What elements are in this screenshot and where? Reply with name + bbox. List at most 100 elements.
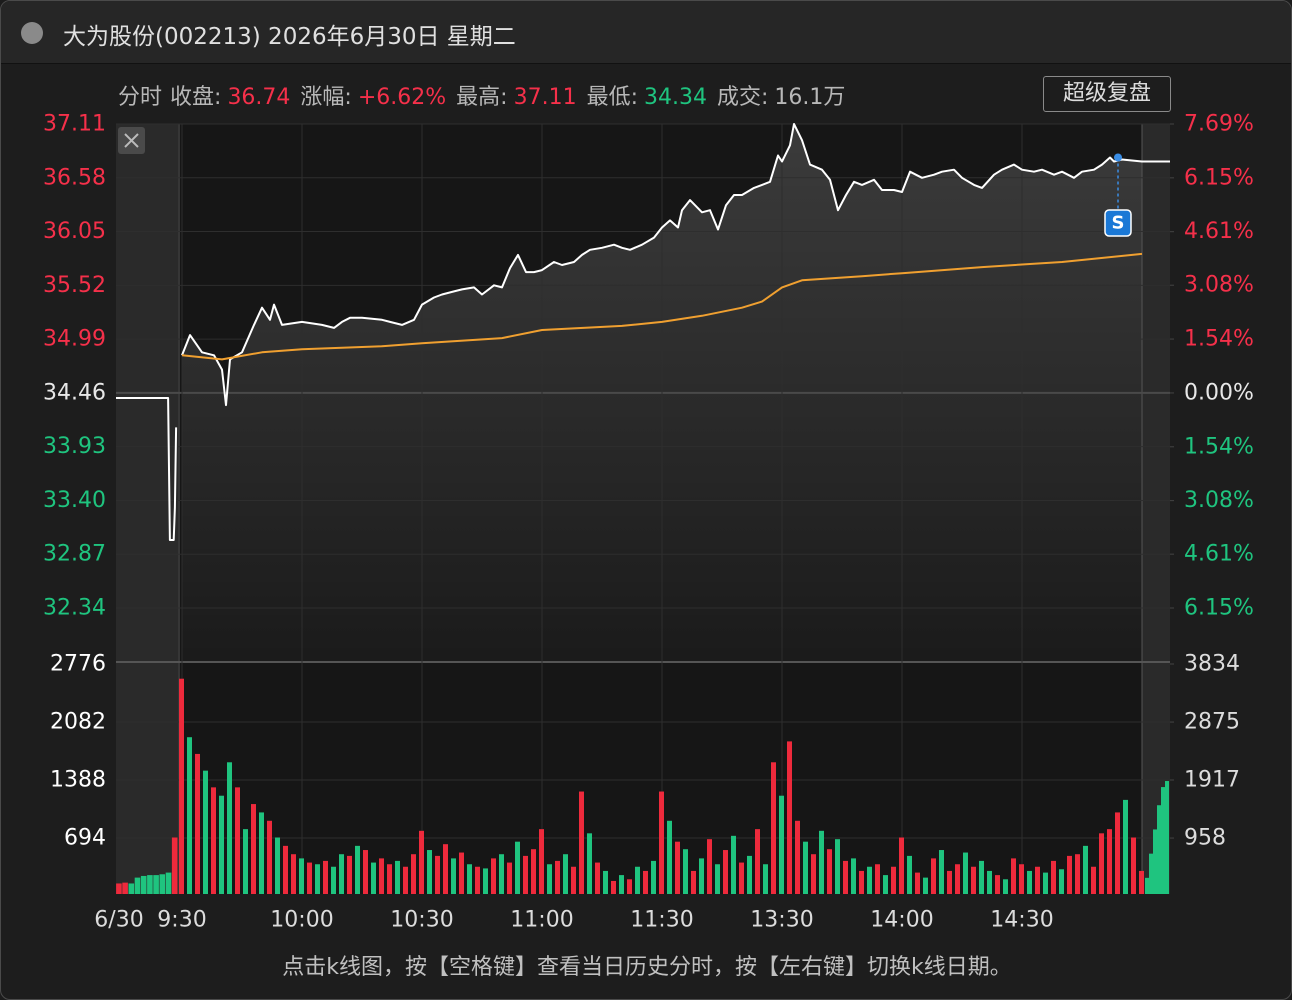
volume-bar [459, 852, 464, 895]
window-title: 大为股份(002213) 2026年6月30日 星期二 [63, 24, 516, 50]
volume-bar [651, 860, 656, 895]
volume-bar [907, 855, 912, 895]
volume-bar [803, 841, 808, 895]
volume-bar [659, 791, 664, 895]
volume-y2-tick-label: 2875 [1184, 710, 1240, 735]
volume-bar [1035, 866, 1040, 895]
volume-bar [1091, 866, 1096, 895]
volume-bar [747, 855, 752, 895]
volume-bar [291, 854, 296, 895]
volume-bar [515, 841, 520, 895]
info-value: 16.1万 [774, 85, 846, 110]
auction-volume-bar [147, 875, 153, 894]
volume-bar [283, 845, 288, 895]
volume-bar [627, 879, 632, 895]
y2-tick-label: 4.61% [1184, 219, 1254, 244]
volume-bar [939, 850, 944, 895]
after-volume-bar [1145, 877, 1149, 894]
volume-bar [971, 866, 976, 895]
volume-bar [883, 875, 888, 895]
volume-bar [955, 864, 960, 895]
y2-tick-label: 4.61% [1184, 542, 1254, 567]
volume-bar [739, 862, 744, 895]
mode-label: 分时 [118, 85, 163, 110]
y-tick-label: 33.40 [43, 488, 106, 513]
close-pane-button[interactable] [118, 127, 145, 154]
auction-volume-bar [165, 872, 172, 894]
volume-bar [523, 855, 528, 895]
x-tick-label: 14:00 [870, 908, 933, 933]
footer-hint: 点击k线图，按【空格键】查看当日历史分时，按【左右键】切换k线日期。 [282, 955, 1012, 980]
annotation-label: S [1112, 213, 1125, 234]
volume-bar [635, 866, 640, 895]
auction-volume-bar [171, 837, 178, 894]
volume-bar [603, 870, 608, 895]
volume-bar [1011, 858, 1016, 895]
auction-panel [116, 124, 178, 894]
volume-bar [243, 829, 248, 895]
volume-bar [499, 854, 504, 895]
window-button[interactable] [21, 22, 43, 44]
volume-bar [1075, 854, 1080, 895]
volume-bar [1083, 845, 1088, 895]
average-line [181, 252, 1143, 361]
volume-bar [275, 837, 280, 895]
volume-bar [1099, 833, 1104, 895]
volume-bar [379, 858, 384, 895]
price-line [116, 123, 1170, 541]
y-tick-label: 36.05 [43, 219, 106, 244]
volume-bar [1107, 829, 1112, 895]
volume-bar [995, 875, 1000, 895]
x-tick-label: 13:30 [750, 908, 813, 933]
volume-bar [1003, 879, 1008, 895]
volume-bar [323, 860, 328, 895]
volume-tick-label: 1388 [50, 768, 106, 793]
y2-tick-label: 1.54% [1184, 434, 1254, 459]
volume-bar [779, 795, 784, 895]
volume-bar [891, 866, 896, 895]
replay-button[interactable]: 超级复盘 [1043, 76, 1171, 112]
volume-bar [923, 877, 928, 895]
volume-bar [611, 880, 616, 895]
volume-bar [491, 858, 496, 895]
volume-tick-label: 2776 [50, 652, 106, 677]
y-tick-label: 34.46 [43, 380, 106, 405]
x-tick-label: 10:00 [270, 908, 333, 933]
volume-bar [259, 812, 264, 895]
volume-bar [539, 829, 544, 895]
annotation-badge [1104, 209, 1132, 237]
info-value: 37.11 [513, 85, 577, 110]
x-tick-label: 9:30 [157, 908, 206, 933]
volume-bar [963, 852, 968, 895]
after-volume-bar [1149, 853, 1153, 894]
x-tick-label: 11:00 [510, 908, 573, 933]
volume-bar [931, 858, 936, 895]
volume-bar [899, 837, 904, 895]
y-tick-label: 35.52 [43, 273, 106, 298]
info-value: 36.74 [227, 85, 291, 110]
volume-bar [363, 850, 368, 895]
y-tick-label: 32.34 [43, 596, 106, 621]
x-tick-label: 6/30 [94, 908, 143, 933]
volume-bar [531, 849, 536, 895]
y2-tick-label: 3.08% [1184, 273, 1254, 298]
volume-bar [947, 870, 952, 895]
volume-bar [843, 860, 848, 895]
info-value: 34.34 [644, 85, 707, 110]
volume-bar [227, 762, 232, 895]
volume-bar [811, 854, 816, 895]
volume-bar [267, 820, 272, 895]
y2-tick-label: 0.00% [1184, 380, 1254, 405]
volume-bar [387, 864, 392, 895]
auction-volume-bar [153, 875, 159, 894]
x-tick-label: 10:30 [390, 908, 453, 933]
after-volume-bar [1153, 829, 1157, 894]
after-volume-bar [1165, 781, 1169, 894]
volume-bar [859, 870, 864, 895]
volume-bar [787, 741, 792, 895]
volume-bar [851, 858, 856, 895]
volume-bar [699, 858, 704, 895]
volume-bar [643, 870, 648, 895]
volume-bar [467, 864, 472, 895]
volume-bar [1067, 855, 1072, 895]
